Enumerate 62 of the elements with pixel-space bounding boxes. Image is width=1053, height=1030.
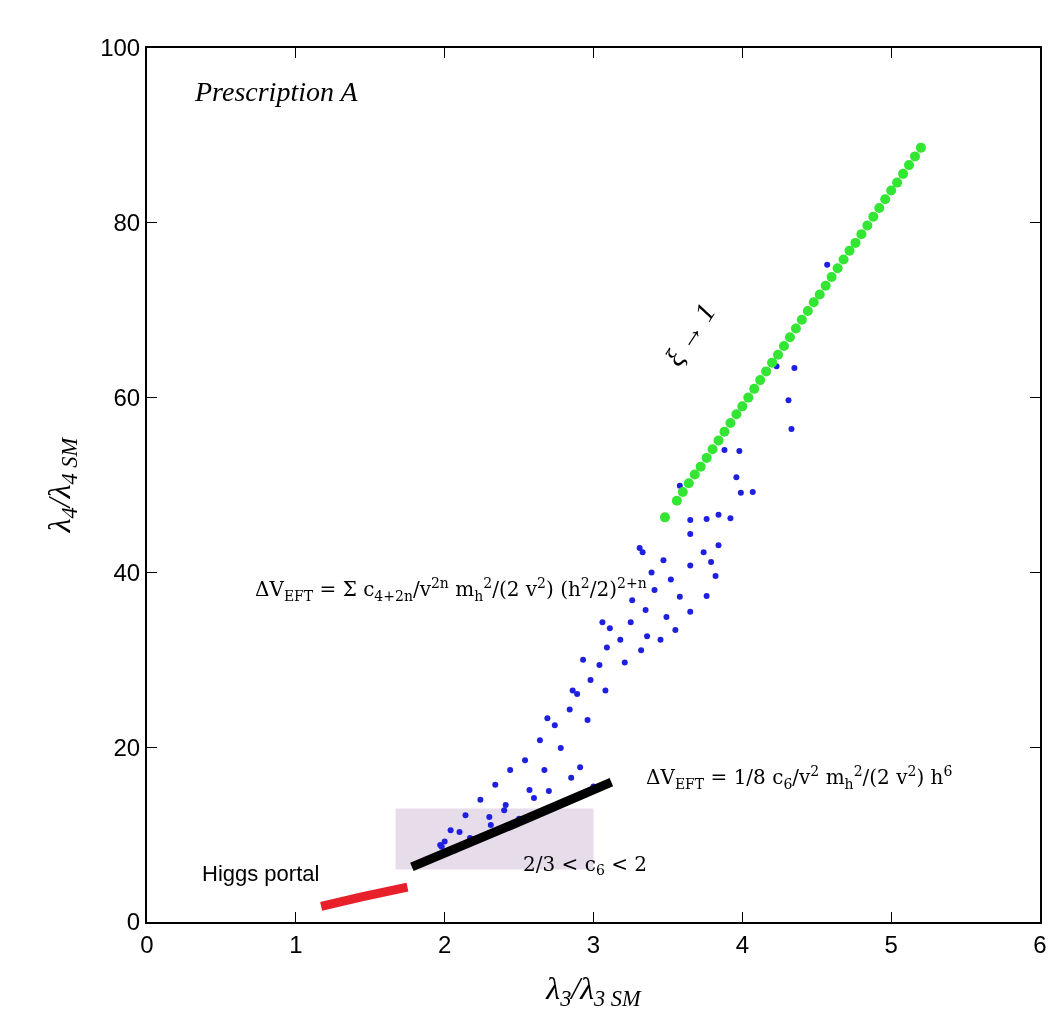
x-tick-label: 1	[289, 930, 303, 958]
point	[773, 349, 784, 360]
point	[814, 289, 825, 300]
point	[689, 469, 700, 480]
x-tick-label: 6	[1033, 930, 1047, 958]
y-tick-label: 0	[126, 908, 141, 936]
point	[755, 375, 766, 386]
point	[856, 229, 867, 240]
x-axis-title: λ$_{3}$/λ$_{3 SM}$	[545, 970, 643, 1011]
point	[677, 486, 688, 497]
x-tick-label: 2	[437, 930, 452, 958]
point	[874, 202, 885, 213]
point	[898, 168, 909, 179]
point	[659, 512, 670, 523]
point	[880, 194, 891, 205]
point	[695, 461, 706, 472]
annotation: Higgs portal	[202, 861, 320, 886]
point	[826, 271, 837, 282]
x-tick-label: 4	[735, 930, 750, 958]
point	[802, 306, 813, 317]
point	[909, 151, 920, 162]
y-tick-label: 20	[113, 733, 141, 761]
point	[725, 417, 736, 428]
point	[743, 392, 754, 403]
point	[808, 297, 819, 308]
point	[671, 495, 682, 506]
point	[701, 452, 712, 463]
annotation: Prescription A	[194, 76, 359, 107]
point	[749, 383, 760, 394]
point	[784, 332, 795, 343]
point	[838, 254, 849, 265]
point	[761, 366, 772, 377]
point	[844, 245, 855, 256]
annotation: 2/3 < c$_{6}$ < 2	[523, 852, 647, 879]
text: ΔV$_{EFT}$ = Σ c$_{4+2n}$/v$^{2n}$ m$_{h}$$^{2}$/(2 v$^{2}$) (h$^{2}$/2)$^{2+n}$	[255, 575, 647, 604]
point	[707, 444, 718, 455]
point	[767, 357, 778, 368]
point	[737, 401, 748, 412]
point	[731, 409, 742, 420]
x-tick-label: 5	[884, 930, 898, 958]
point	[713, 435, 724, 446]
point	[779, 341, 790, 352]
x-tick-label: 3	[586, 930, 601, 958]
point	[796, 314, 807, 325]
point	[820, 280, 831, 291]
text: ΔV$_{EFT}$ = 1/8 c$_{6}$/v$^{2}$ m$_{h}$$^{2}$/(2 v$^{2}$) h$^{6}$	[646, 763, 953, 792]
point	[868, 211, 879, 222]
y-tick-label: 80	[113, 209, 141, 237]
point	[832, 263, 843, 274]
y-tick-label: 40	[113, 558, 141, 586]
y-tick-label: 100	[100, 34, 141, 62]
point	[719, 426, 730, 437]
point	[904, 160, 915, 171]
y-tick-label: 60	[113, 384, 141, 411]
point	[862, 220, 873, 231]
point	[790, 323, 801, 334]
point	[892, 177, 903, 188]
annotation: ξ → 1	[658, 297, 722, 372]
point	[850, 237, 861, 248]
point	[915, 142, 926, 153]
point	[683, 478, 694, 489]
point	[886, 185, 897, 196]
